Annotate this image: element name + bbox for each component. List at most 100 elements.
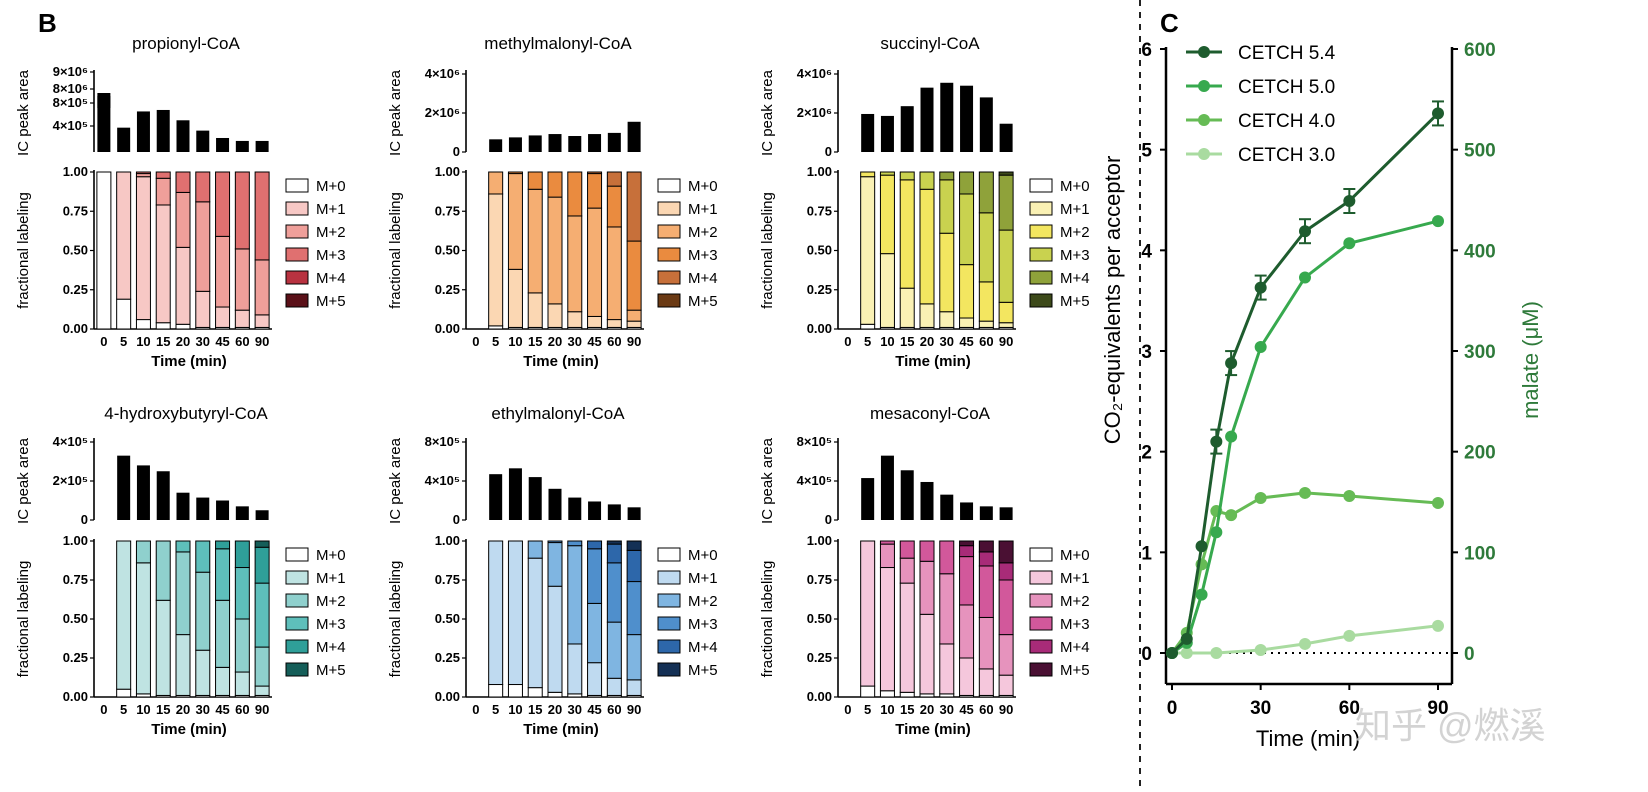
succinyl-label-legend-swatch bbox=[1029, 178, 1053, 193]
mesaconyl-label-segment-Mplus5 bbox=[959, 540, 975, 547]
cetch-series-point bbox=[1432, 497, 1444, 510]
hydroxybutyryl-label-segment-Mplus2 bbox=[234, 618, 250, 673]
ethylmalonyl-bar bbox=[607, 504, 621, 520]
succinyl-label-segment-Mplus3 bbox=[919, 171, 935, 190]
cetch-legend-marker bbox=[1198, 80, 1210, 92]
propionyl-label-legend-swatch bbox=[285, 224, 309, 239]
mesaconyl-label-segment-Mplus2 bbox=[978, 616, 994, 670]
hydroxybutyryl-label-xlabel: Time (min) bbox=[151, 721, 227, 738]
hydroxybutyryl-label-segment-Mplus2 bbox=[135, 540, 151, 564]
mesaconyl-label-ytick-label: 1.00 bbox=[807, 533, 832, 548]
propionyl-bar bbox=[235, 140, 249, 152]
succinyl-label-legend-swatch bbox=[1029, 224, 1053, 239]
propionyl-label-legend-swatch bbox=[285, 247, 309, 262]
hydroxybutyryl-bar bbox=[176, 492, 190, 520]
ethylmalonyl-label-legend-label: M+0 bbox=[688, 547, 718, 564]
hydroxybutyryl-label-segment-Mplus4 bbox=[234, 540, 250, 569]
cetch-xtick-label: 0 bbox=[1167, 698, 1178, 719]
ethylmalonyl-label-legend-label: M+3 bbox=[688, 616, 718, 633]
cetch-series-point bbox=[1299, 271, 1311, 284]
mesaconyl-label-segment-Mplus3 bbox=[998, 579, 1014, 636]
succinyl-label-segment-Mplus3 bbox=[998, 229, 1014, 303]
hydroxybutyryl-label-legend-swatch bbox=[285, 547, 309, 562]
hydroxybutyryl-bar bbox=[255, 510, 269, 520]
mesaconyl-label-segment-Mplus3 bbox=[879, 540, 895, 545]
mesaconyl-label-segment-Mplus1 bbox=[860, 540, 876, 687]
methylmalonyl-label-legend-swatch bbox=[657, 201, 681, 216]
cetch-series-point bbox=[1432, 215, 1444, 228]
ethylmalonyl-label-segment-Mplus1 bbox=[507, 540, 523, 686]
hydroxybutyryl-label-legend-label: M+1 bbox=[316, 570, 346, 587]
cetch-ytick-label: 5 bbox=[1141, 141, 1152, 162]
propionyl-label-segment-Mplus3 bbox=[135, 171, 151, 175]
succinyl-label-segment-Mplus3 bbox=[899, 171, 915, 181]
hydroxybutyryl-label-xtick-label: 20 bbox=[176, 702, 190, 717]
mesaconyl-label-xtick-label: 5 bbox=[864, 702, 871, 717]
mesaconyl-label-segment-Mplus3 bbox=[959, 556, 975, 606]
cetch-series-point bbox=[1195, 540, 1208, 553]
hydroxybutyryl-label-xtick-label: 15 bbox=[156, 702, 170, 717]
propionyl-label-segment-Mplus1 bbox=[234, 309, 250, 328]
hydroxybutyryl-label-segment-Mplus4 bbox=[254, 546, 270, 584]
succinyl-label-xtick-label: 20 bbox=[920, 334, 934, 349]
hydroxybutyryl-bar bbox=[136, 465, 150, 520]
succinyl-label-xlabel: Time (min) bbox=[895, 353, 971, 370]
cetch-series-point bbox=[1254, 340, 1267, 353]
propionyl-label-xtick-label: 20 bbox=[176, 334, 190, 349]
propionyl-bar bbox=[255, 140, 269, 152]
methylmalonyl-bar bbox=[508, 137, 522, 152]
ethylmalonyl-label-ytick-label: 0.00 bbox=[435, 689, 460, 704]
mesaconyl-label-segment-Mplus5 bbox=[998, 540, 1014, 564]
propionyl-label-legend-label: M+0 bbox=[316, 178, 346, 195]
hydroxybutyryl-label-segment-Mplus2 bbox=[215, 599, 231, 668]
hydroxybutyryl-ytick-label: 2×10⁵ bbox=[53, 473, 88, 488]
mesaconyl-abundance-chart: mesaconyl-CoA IC peak area 8×10⁵ 4×10⁵ 0 bbox=[759, 404, 1013, 527]
cetch-y2tick-label: 200 bbox=[1464, 443, 1496, 464]
ethylmalonyl-ytick-label: 8×10⁵ bbox=[425, 434, 460, 449]
ethylmalonyl-label-xlabel: Time (min) bbox=[523, 721, 599, 738]
succinyl-bar bbox=[861, 113, 875, 152]
propionyl-label-segment-Mplus2 bbox=[234, 248, 250, 311]
ethylmalonyl-label-segment-Mplus2 bbox=[567, 545, 583, 645]
succinyl-label-segment-Mplus2 bbox=[978, 281, 994, 322]
propionyl-label-legend-label: M+3 bbox=[316, 247, 346, 264]
methylmalonyl-label-segment-Mplus2 bbox=[567, 215, 583, 313]
succinyl-label-ytick-label: 0.00 bbox=[807, 321, 832, 336]
cetch-series-point bbox=[1195, 588, 1208, 601]
methylmalonyl-label-xtick-label: 10 bbox=[508, 334, 522, 349]
cetch-y2tick-label: 300 bbox=[1464, 342, 1496, 363]
propionyl-label-segment-Mplus0 bbox=[175, 323, 191, 330]
hydroxybutyryl-label-segment-Mplus2 bbox=[155, 540, 171, 601]
mesaconyl-label-segment-Mplus0 bbox=[899, 691, 915, 698]
succinyl-label-legend-swatch bbox=[1029, 247, 1053, 262]
hydroxybutyryl-label-segment-Mplus3 bbox=[195, 540, 211, 573]
propionyl-label-segment-Mplus3 bbox=[175, 171, 191, 193]
propionyl-bar-upper bbox=[97, 96, 111, 108]
ethylmalonyl-label-segment-Mplus1 bbox=[527, 557, 543, 689]
succinyl-label-xtick-label: 10 bbox=[880, 334, 894, 349]
hydroxybutyryl-label-segment-Mplus2 bbox=[195, 571, 211, 651]
methylmalonyl-label-segment-Mplus1 bbox=[606, 319, 622, 328]
hydroxybutyryl-label-ytick-label: 0.25 bbox=[63, 650, 88, 665]
hydroxybutyryl-label-ytick-label: 0.75 bbox=[63, 572, 88, 587]
succinyl-label-segment-Mplus0 bbox=[860, 323, 876, 330]
methylmalonyl-label-xtick-label: 5 bbox=[492, 334, 499, 349]
methylmalonyl-label-ytick-label: 1.00 bbox=[435, 164, 460, 179]
methylmalonyl-label-segment-Mplus1 bbox=[626, 320, 642, 328]
propionyl-label-xtick-label: 5 bbox=[120, 334, 127, 349]
succinyl-bar bbox=[920, 87, 934, 152]
propionyl-label-legend-swatch bbox=[285, 178, 309, 193]
ethylmalonyl-label-segment-Mplus0 bbox=[507, 684, 523, 698]
hydroxybutyryl-label-xtick-label: 90 bbox=[255, 702, 269, 717]
methylmalonyl-label-legend-label: M+5 bbox=[688, 293, 718, 310]
propionyl-label-segment-Mplus1 bbox=[175, 246, 191, 325]
succinyl-label-legend-swatch bbox=[1029, 293, 1053, 308]
ethylmalonyl-label-segment-Mplus3 bbox=[626, 581, 642, 636]
cetch-series-point bbox=[1343, 237, 1356, 250]
propionyl-label-legend-label: M+1 bbox=[316, 201, 346, 218]
ethylmalonyl-bar bbox=[588, 501, 602, 520]
propionyl-bar bbox=[117, 127, 131, 152]
methylmalonyl-label-segment-Mplus3 bbox=[587, 173, 603, 209]
methylmalonyl-label-segment-Mplus3 bbox=[527, 171, 543, 190]
cetch-y2tick-label: 0 bbox=[1464, 644, 1475, 665]
